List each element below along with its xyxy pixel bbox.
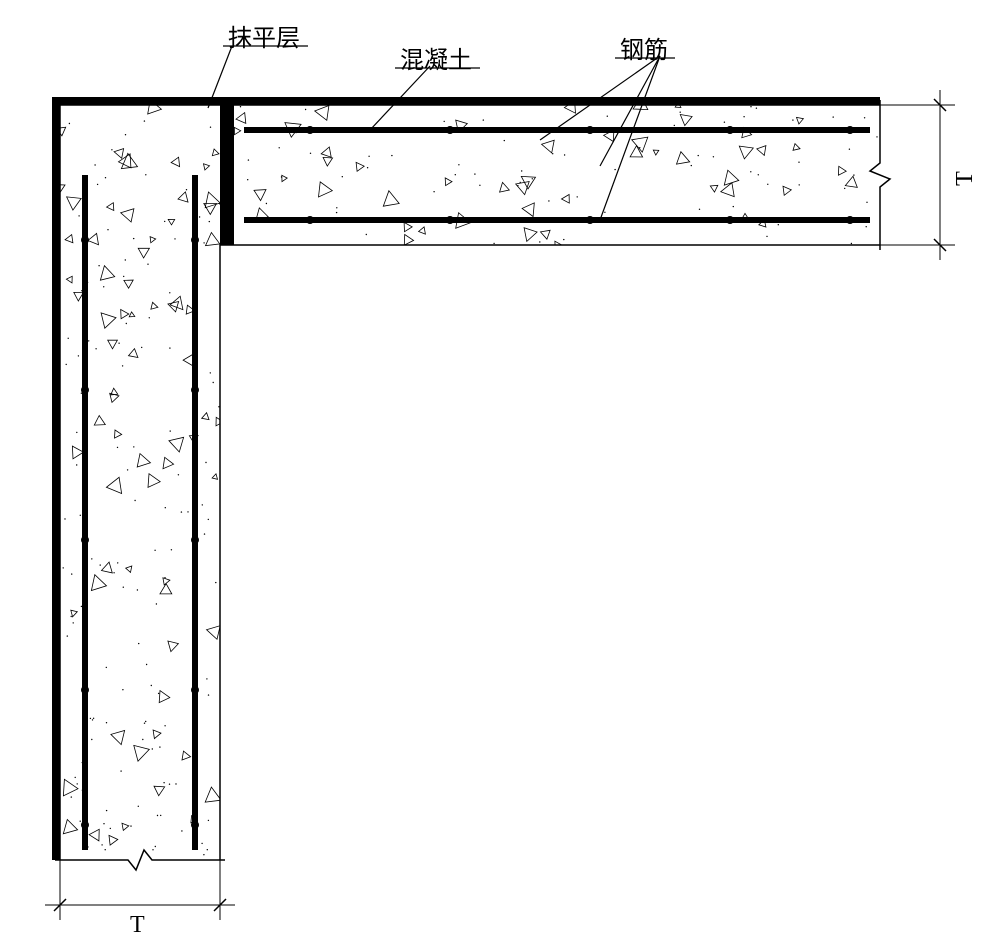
label-leveling-layer: 抹平层 — [228, 18, 300, 53]
dim-label-bottom: T — [130, 912, 145, 939]
diagram-svg — [0, 0, 1000, 945]
dim-label-right: T — [952, 171, 979, 186]
label-concrete: 混凝土 — [400, 40, 472, 75]
diagram-canvas: 抹平层 混凝土 钢筋 T T — [0, 0, 1000, 945]
label-rebar: 钢筋 — [620, 30, 668, 65]
